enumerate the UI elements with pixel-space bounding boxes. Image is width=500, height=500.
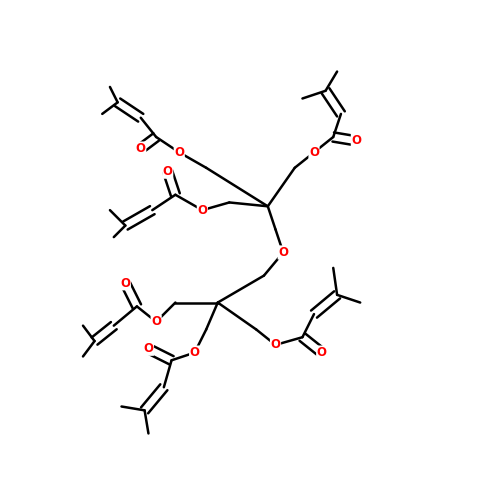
Text: O: O <box>278 246 288 259</box>
Text: O: O <box>144 342 154 355</box>
Text: O: O <box>174 146 184 159</box>
Text: O: O <box>198 204 207 216</box>
Text: O: O <box>120 277 130 290</box>
Text: O: O <box>162 165 172 178</box>
Text: O: O <box>352 134 362 147</box>
Text: O: O <box>136 142 146 155</box>
Text: O: O <box>151 316 161 328</box>
Text: O: O <box>316 346 326 359</box>
Text: O: O <box>309 146 319 159</box>
Text: O: O <box>190 346 200 359</box>
Text: O: O <box>270 338 280 351</box>
